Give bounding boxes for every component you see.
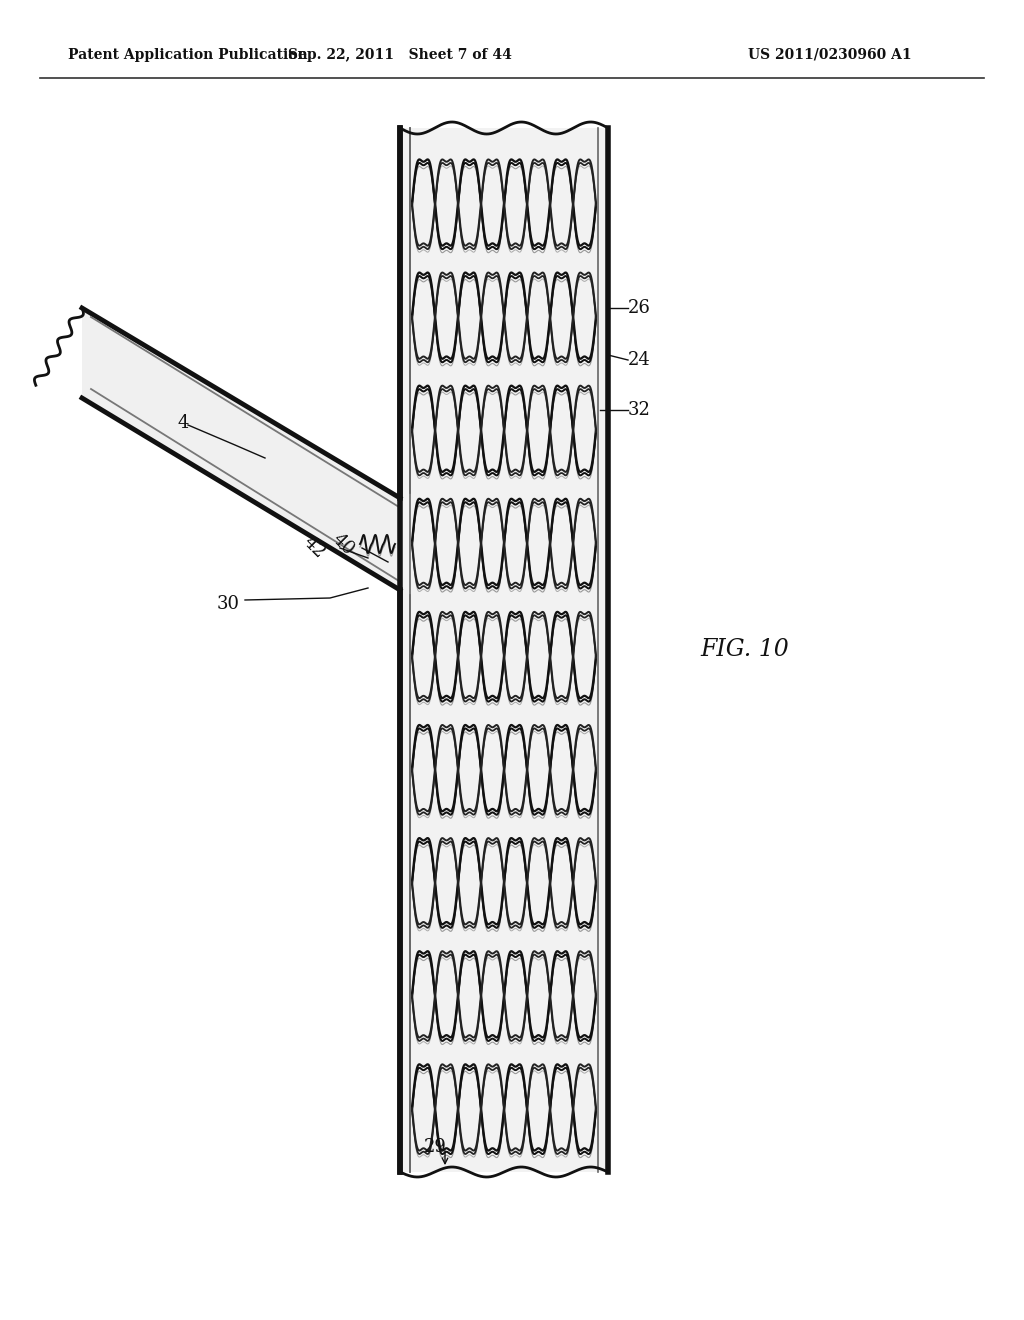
Text: US 2011/0230960 A1: US 2011/0230960 A1 <box>748 48 911 62</box>
Text: 4: 4 <box>177 414 188 432</box>
Text: 32: 32 <box>628 401 651 418</box>
Bar <box>400 128 608 1172</box>
Text: Sep. 22, 2011   Sheet 7 of 44: Sep. 22, 2011 Sheet 7 of 44 <box>288 48 512 62</box>
Text: 42: 42 <box>299 533 328 562</box>
Text: Patent Application Publication: Patent Application Publication <box>68 48 307 62</box>
Text: FIG. 10: FIG. 10 <box>700 639 788 661</box>
Polygon shape <box>82 308 400 590</box>
Text: 30: 30 <box>217 595 240 612</box>
Text: 26: 26 <box>628 300 651 317</box>
Text: 29: 29 <box>424 1138 446 1156</box>
Text: 24: 24 <box>628 351 650 370</box>
Text: 40: 40 <box>329 531 358 560</box>
